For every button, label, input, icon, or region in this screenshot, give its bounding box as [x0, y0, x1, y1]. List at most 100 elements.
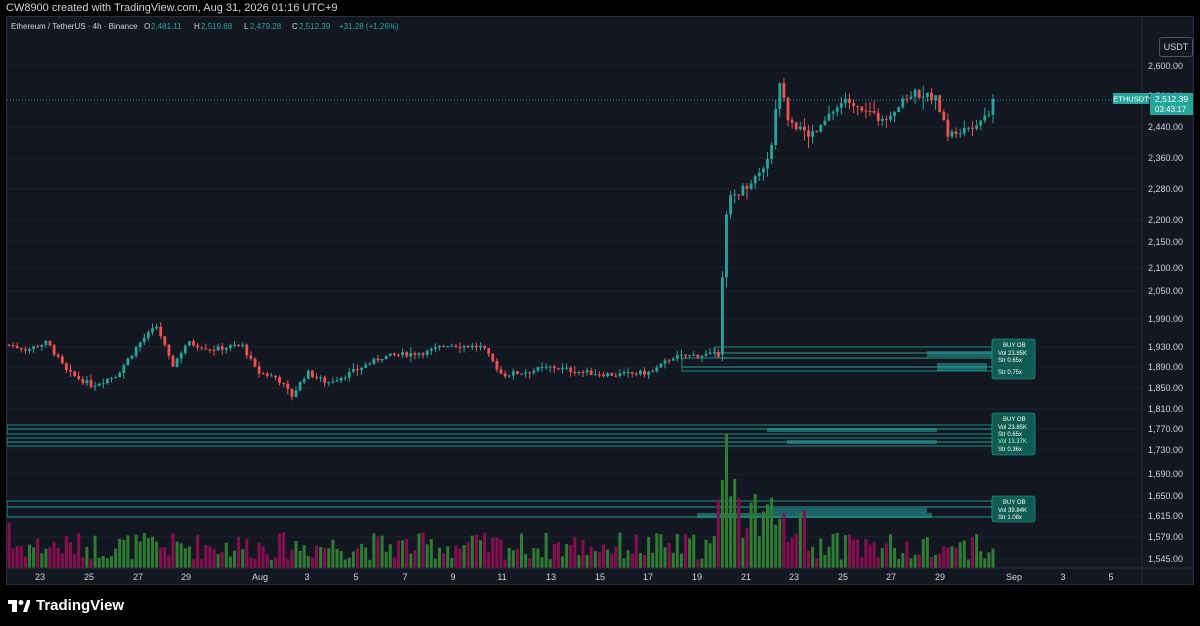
candle-body — [40, 344, 44, 347]
volume-bar — [843, 535, 847, 568]
candle-body — [323, 377, 327, 383]
volume-bar — [700, 558, 704, 568]
candle-body — [573, 371, 577, 374]
chart-canvas[interactable]: 2,600.002,520.002,440.002,360.002,280.00… — [7, 17, 1193, 584]
candle-body — [958, 133, 962, 135]
candle-body — [282, 382, 286, 384]
high-label: H — [194, 22, 200, 31]
candle-body — [265, 373, 269, 376]
candle-body — [688, 354, 691, 356]
candle-body — [208, 349, 212, 351]
time-tick: 3 — [1060, 572, 1065, 582]
price-tick: 1,579.00 — [1148, 532, 1183, 542]
volume-bar — [81, 557, 85, 568]
volume-bar — [921, 539, 925, 568]
chart-panel[interactable]: 2,600.002,520.002,440.002,360.002,280.00… — [6, 16, 1194, 585]
candle-body — [466, 345, 470, 348]
candle-body — [97, 383, 101, 386]
candle-body — [962, 128, 966, 134]
ob-label-3: BUY OB Vol 39.84K Str 1.08x — [991, 495, 1036, 523]
volume-bar — [548, 559, 552, 568]
volume-bar — [77, 533, 81, 568]
candle-body — [712, 352, 716, 354]
price-tick: 1,545.00 — [1148, 554, 1183, 564]
change-value: +31.28 (+1.26%) — [339, 22, 399, 31]
candle-body — [233, 344, 236, 346]
candle-body — [815, 131, 819, 133]
last-price-value: 2,512.39 — [1155, 94, 1188, 104]
candle-body — [24, 349, 27, 351]
time-axis[interactable]: 23 25 27 29 Aug 3 5 7 9 11 13 15 17 19 21 23 25 27 29 Sep 3 5 — [35, 572, 1114, 582]
candle-body — [73, 371, 76, 376]
volume-bar — [622, 558, 626, 568]
volume-bar — [749, 502, 753, 568]
candle-body — [667, 360, 671, 362]
tradingview-logo[interactable]: TradingView — [8, 597, 124, 614]
volume-bar — [216, 554, 220, 568]
ob-label-1-line1: Vol 23.85K — [998, 351, 1027, 357]
volume-bar — [376, 536, 380, 568]
candle-body — [516, 371, 519, 374]
candle-body — [639, 370, 642, 375]
price-tick: 2,100.00 — [1148, 263, 1183, 273]
candle-body — [626, 372, 630, 374]
symbol-tag: ETHUSDT — [1113, 95, 1149, 104]
volume-bar — [101, 555, 105, 568]
volume-bar — [405, 538, 409, 568]
candle-body — [450, 345, 454, 347]
ob-label-2-bg — [991, 412, 1036, 456]
volume-bar — [651, 552, 655, 568]
volume-bar — [811, 546, 815, 568]
candle-body — [700, 355, 704, 358]
ob-label-2: BUY OB Vol 23.85K Str 0.65x Vol 13.37K S… — [991, 412, 1036, 456]
volume-bar — [159, 547, 163, 568]
order-block-volume — [697, 513, 932, 518]
candle-body — [93, 385, 97, 387]
volume-bar — [507, 547, 511, 568]
volume-bar — [151, 536, 154, 568]
volume-bar — [7, 523, 11, 568]
candle-body — [155, 326, 158, 329]
price-tick: 1,990.00 — [1148, 314, 1183, 324]
volume-bar — [356, 548, 359, 568]
volume-bar — [901, 553, 905, 568]
ob-label-2-line2: Str 0.65x — [998, 432, 1022, 438]
currency-button[interactable]: USDT — [1159, 37, 1193, 57]
volume-bar — [249, 557, 253, 568]
volume-bar — [905, 541, 909, 568]
candle-body — [491, 353, 495, 362]
candle-body — [204, 348, 208, 350]
candle-body — [831, 111, 835, 114]
price-axis[interactable]: 2,600.002,520.002,440.002,360.002,280.00… — [1148, 61, 1183, 564]
volume-bar — [462, 545, 466, 568]
candle-body — [28, 348, 31, 351]
price-tick: 1,650.00 — [1148, 491, 1183, 501]
volume-bar — [397, 540, 400, 568]
candle-body — [774, 108, 778, 145]
volume-bar — [720, 479, 724, 568]
candle-body — [835, 107, 839, 112]
candle-body — [434, 347, 437, 349]
volume-bar — [175, 541, 179, 568]
candle-body — [229, 345, 232, 348]
volume-bar — [40, 553, 44, 568]
candle-body — [893, 112, 896, 116]
candle-body — [696, 354, 700, 358]
symbol-tag-bg — [1113, 93, 1149, 104]
candle-body — [171, 355, 175, 367]
volume-bar — [429, 538, 433, 568]
volume-bar — [487, 552, 491, 568]
price-tick: 2,050.00 — [1148, 286, 1183, 296]
volume-bar — [269, 559, 273, 568]
candle-body — [249, 355, 253, 359]
candle-body — [188, 341, 191, 346]
volume-bar — [597, 552, 601, 568]
candle-body — [89, 380, 93, 387]
volume-bar — [856, 539, 860, 568]
price-tick: 1,850.00 — [1148, 383, 1183, 393]
volume-bar — [532, 547, 536, 568]
candle-body — [306, 370, 310, 379]
price-tick: 2,440.00 — [1148, 122, 1183, 132]
ob-label-2-line3: Vol 13.37K — [998, 439, 1027, 445]
candle-body — [368, 363, 372, 365]
